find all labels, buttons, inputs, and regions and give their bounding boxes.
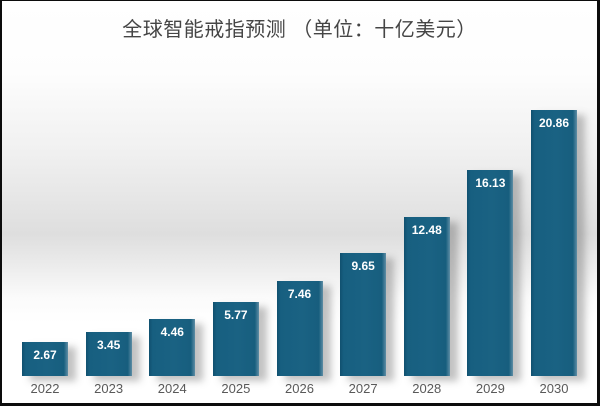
- bar-2024: 4.46: [149, 319, 196, 376]
- x-axis-tick-label: 2026: [285, 381, 314, 396]
- bar-value-label: 4.46: [160, 325, 184, 339]
- bar-value-label: 12.48: [411, 223, 442, 237]
- x-axis-tick-label: 2024: [157, 381, 187, 396]
- bar-value-label: 3.45: [96, 338, 121, 352]
- x-axis-tick-label: 2022: [30, 381, 60, 396]
- bars-row: 2.67 2022 3.45 2023 4.46 2024 5.77 2025 7.46 2026…: [22, 67, 577, 397]
- bar-2023: 3.45: [85, 332, 132, 376]
- x-axis-tick-label: 2023: [94, 381, 124, 396]
- bar-value-label: 9.65: [351, 259, 375, 273]
- x-axis-tick-label: 2027: [348, 381, 378, 396]
- bar-value-label: 5.77: [224, 308, 248, 322]
- bar-column-2022: 2.67 2022: [22, 342, 68, 397]
- bar-column-2026: 7.46 2026: [276, 281, 323, 397]
- bar-2027: 9.65: [340, 253, 387, 376]
- bar-column-2030: 20.86 2030: [531, 110, 577, 397]
- bar-value-label: 16.13: [475, 176, 506, 190]
- bar-2022: 2.67: [22, 342, 68, 376]
- bar-2025: 5.77: [212, 302, 259, 376]
- bar-column-2025: 5.77 2025: [212, 302, 259, 397]
- bar-column-2027: 9.65 2027: [340, 253, 387, 397]
- bar-2028: 12.48: [403, 217, 450, 376]
- bar-2029: 16.13: [467, 170, 514, 376]
- x-axis-tick-label: 2029: [475, 381, 505, 396]
- x-axis-tick-label: 2030: [539, 381, 569, 396]
- bar-2030: 20.86: [531, 110, 577, 376]
- bar-column-2028: 12.48 2028: [403, 217, 450, 397]
- bar-column-2029: 16.13 2029: [467, 170, 514, 397]
- bar-column-2023: 3.45 2023: [85, 332, 132, 397]
- bar-value-label: 2.67: [33, 348, 57, 362]
- bar-2026: 7.46: [276, 281, 323, 376]
- bar-column-2024: 4.46 2024: [149, 319, 196, 397]
- bar-value-label: 20.86: [538, 116, 570, 130]
- bar-value-label: 7.46: [287, 287, 312, 301]
- x-axis-tick-label: 2028: [412, 381, 442, 396]
- x-axis-tick-label: 2025: [221, 381, 251, 396]
- chart-title: 全球智能戒指预测 （单位：十亿美元）: [122, 19, 477, 41]
